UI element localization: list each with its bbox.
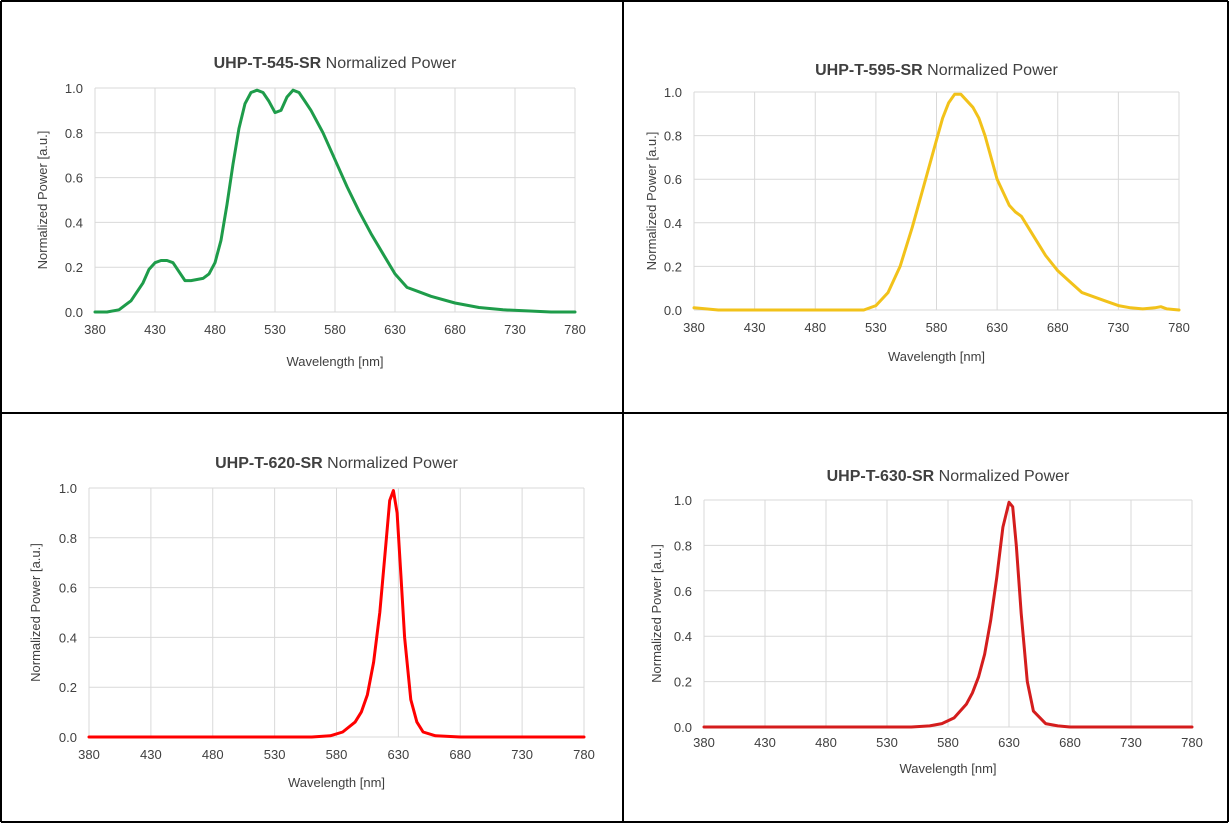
y-tick-label: 1.0 (674, 493, 692, 508)
chart-title: UHP-T-595-SR Normalized Power (815, 62, 1058, 79)
y-axis-label: Normalized Power [a.u.] (649, 544, 664, 683)
x-tick-label: 680 (449, 747, 471, 762)
y-tick-label: 1.0 (59, 481, 77, 496)
y-tick-label: 1.0 (65, 81, 83, 96)
x-tick-label: 530 (876, 735, 898, 750)
x-tick-label: 480 (204, 322, 226, 337)
y-tick-label: 0.6 (674, 584, 692, 599)
x-tick-label: 730 (504, 322, 526, 337)
x-tick-label: 730 (511, 747, 533, 762)
x-tick-label: 630 (388, 747, 410, 762)
x-tick-label: 780 (564, 322, 586, 337)
x-tick-label: 780 (573, 747, 595, 762)
chart-panel-595: 380 430 480 530 580 630 680 730 780 0.0 0.2 0.4 0.6 0… (623, 0, 1229, 413)
series-line (93, 88, 577, 314)
y-axis-label: Normalized Power [a.u.] (28, 543, 43, 682)
series-line (87, 489, 586, 739)
y-tick-label: 0.2 (59, 680, 77, 695)
y-tick-label: 0.4 (65, 215, 83, 230)
x-tick-label: 780 (1181, 735, 1203, 750)
x-tick-label: 530 (264, 322, 286, 337)
x-tick-label: 430 (744, 320, 766, 335)
chart-title-suffix: Normalized Power (321, 55, 457, 72)
x-axis-label: Wavelength [nm] (286, 354, 383, 369)
x-tick-label: 630 (998, 735, 1020, 750)
chart-title-model: UHP-T-630-SR (827, 468, 935, 485)
y-tick-label: 0.6 (65, 171, 83, 186)
x-axis-label: Wavelength [nm] (888, 349, 985, 364)
y-tick-label: 0.4 (59, 630, 77, 645)
x-axis-label: Wavelength [nm] (899, 761, 996, 776)
x-axis-label: Wavelength [nm] (288, 775, 385, 790)
y-tick-label: 0.6 (664, 172, 682, 187)
y-axis-label: Normalized Power [a.u.] (35, 131, 50, 270)
chart-title: UHP-T-630-SR Normalized Power (827, 468, 1070, 485)
x-tick-label: 480 (202, 747, 224, 762)
x-tick-label: 630 (986, 320, 1008, 335)
x-tick-label: 380 (693, 735, 715, 750)
chart-title-model: UHP-T-595-SR (815, 62, 923, 79)
gridlines (703, 499, 1193, 728)
y-tick-label: 0.8 (674, 538, 692, 553)
x-tick-label: 730 (1120, 735, 1142, 750)
gridlines (88, 487, 585, 738)
y-tick-label: 0.0 (65, 305, 83, 320)
y-tick-label: 0.8 (664, 129, 682, 144)
chart-svg: 380 430 480 530 580 630 680 730 780 0.0 0.2 0.4 0.6 0… (649, 468, 1203, 776)
x-tick-label: 680 (1059, 735, 1081, 750)
chart-svg: 380 430 480 530 580 630 680 730 780 0.0 0.2 0.4 0.6 0… (35, 55, 586, 369)
chart-svg: 380 430 480 530 580 630 680 730 780 0.0 0.2 0.4 0.6 0… (28, 455, 595, 790)
y-tick-label: 0.2 (674, 675, 692, 690)
x-tick-label: 430 (140, 747, 162, 762)
y-tick-label: 0.2 (664, 259, 682, 274)
y-tick-label: 0.8 (59, 531, 77, 546)
x-tick-label: 480 (804, 320, 826, 335)
y-tick-label: 0.8 (65, 126, 83, 141)
y-tick-label: 1.0 (664, 85, 682, 100)
x-tick-label: 680 (444, 322, 466, 337)
chart-title-model: UHP-T-545-SR (214, 55, 322, 72)
x-tick-label: 680 (1047, 320, 1069, 335)
x-tick-label: 530 (865, 320, 887, 335)
x-tick-label: 380 (78, 747, 100, 762)
x-tick-label: 730 (1108, 320, 1130, 335)
y-tick-label: 0.4 (664, 216, 682, 231)
chart-title-suffix: Normalized Power (923, 62, 1059, 79)
y-tick-label: 0.0 (674, 720, 692, 735)
x-tick-label: 380 (84, 322, 106, 337)
chart-title: UHP-T-545-SR Normalized Power (214, 55, 457, 72)
x-tick-label: 480 (815, 735, 837, 750)
x-tick-label: 580 (324, 322, 346, 337)
x-tick-label: 530 (264, 747, 286, 762)
y-tick-label: 0.6 (59, 581, 77, 596)
chart-title-suffix: Normalized Power (323, 455, 459, 472)
x-tick-label: 580 (926, 320, 948, 335)
chart-panel-545: 380 430 480 530 580 630 680 730 780 0.0 0.2 0.4 0.6 0… (0, 0, 623, 413)
series-line (692, 92, 1181, 312)
chart-panel-620: 380 430 480 530 580 630 680 730 780 0.0 0.2 0.4 0.6 0… (0, 413, 623, 823)
y-tick-label: 0.0 (664, 303, 682, 318)
x-tick-label: 580 (937, 735, 959, 750)
chart-panel-630: 380 430 480 530 580 630 680 730 780 0.0 0.2 0.4 0.6 0… (623, 413, 1229, 823)
chart-title-suffix: Normalized Power (934, 468, 1070, 485)
chart-title-model: UHP-T-620-SR (215, 455, 323, 472)
gridlines (94, 87, 576, 313)
y-tick-label: 0.0 (59, 730, 77, 745)
x-tick-label: 630 (384, 322, 406, 337)
y-tick-label: 0.2 (65, 260, 83, 275)
x-tick-label: 430 (144, 322, 166, 337)
x-tick-label: 780 (1168, 320, 1190, 335)
x-tick-label: 580 (326, 747, 348, 762)
y-tick-label: 0.4 (674, 629, 692, 644)
x-tick-label: 430 (754, 735, 776, 750)
chart-svg: 380 430 480 530 580 630 680 730 780 0.0 0.2 0.4 0.6 0… (644, 62, 1190, 364)
y-axis-label: Normalized Power [a.u.] (644, 132, 659, 271)
chart-title: UHP-T-620-SR Normalized Power (215, 455, 458, 472)
series-line (702, 500, 1194, 729)
x-tick-label: 380 (683, 320, 705, 335)
gridlines (693, 91, 1180, 311)
